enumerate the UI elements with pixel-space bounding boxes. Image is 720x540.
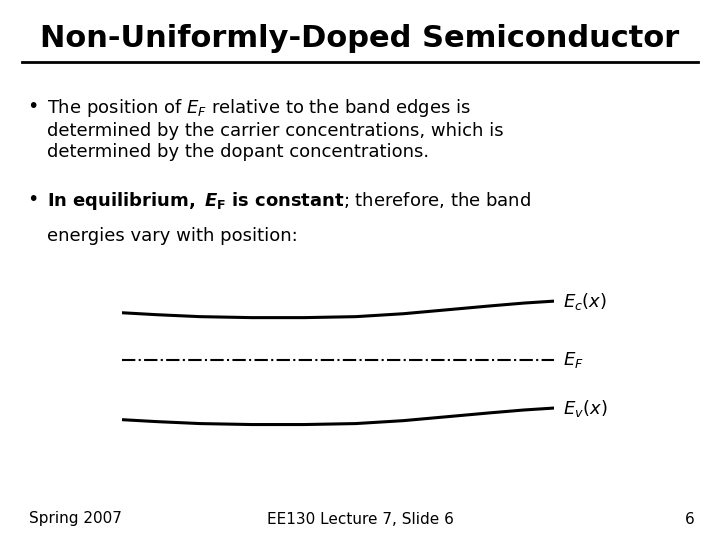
Text: The position of $E_F$ relative to the band edges is
determined by the carrier co: The position of $E_F$ relative to the ba… (47, 97, 503, 161)
Text: Non-Uniformly-Doped Semiconductor: Non-Uniformly-Doped Semiconductor (40, 24, 680, 53)
Text: $E_v(x)$: $E_v(x)$ (563, 397, 608, 418)
Text: $E_c(x)$: $E_c(x)$ (563, 291, 607, 312)
Text: energies vary with position:: energies vary with position: (47, 227, 297, 245)
Text: EE130 Lecture 7, Slide 6: EE130 Lecture 7, Slide 6 (266, 511, 454, 526)
Text: Spring 2007: Spring 2007 (29, 511, 122, 526)
Text: •: • (27, 190, 39, 209)
Text: •: • (27, 97, 39, 116)
Text: $E_F$: $E_F$ (563, 350, 584, 370)
Text: $\bf{In\ equilibrium,}$ $\bfit{E}_{\bf{F}}$ $\bf{is\ constant}$; therefore, the : $\bf{In\ equilibrium,}$ $\bfit{E}_{\bf{F… (47, 190, 531, 212)
Text: 6: 6 (685, 511, 695, 526)
